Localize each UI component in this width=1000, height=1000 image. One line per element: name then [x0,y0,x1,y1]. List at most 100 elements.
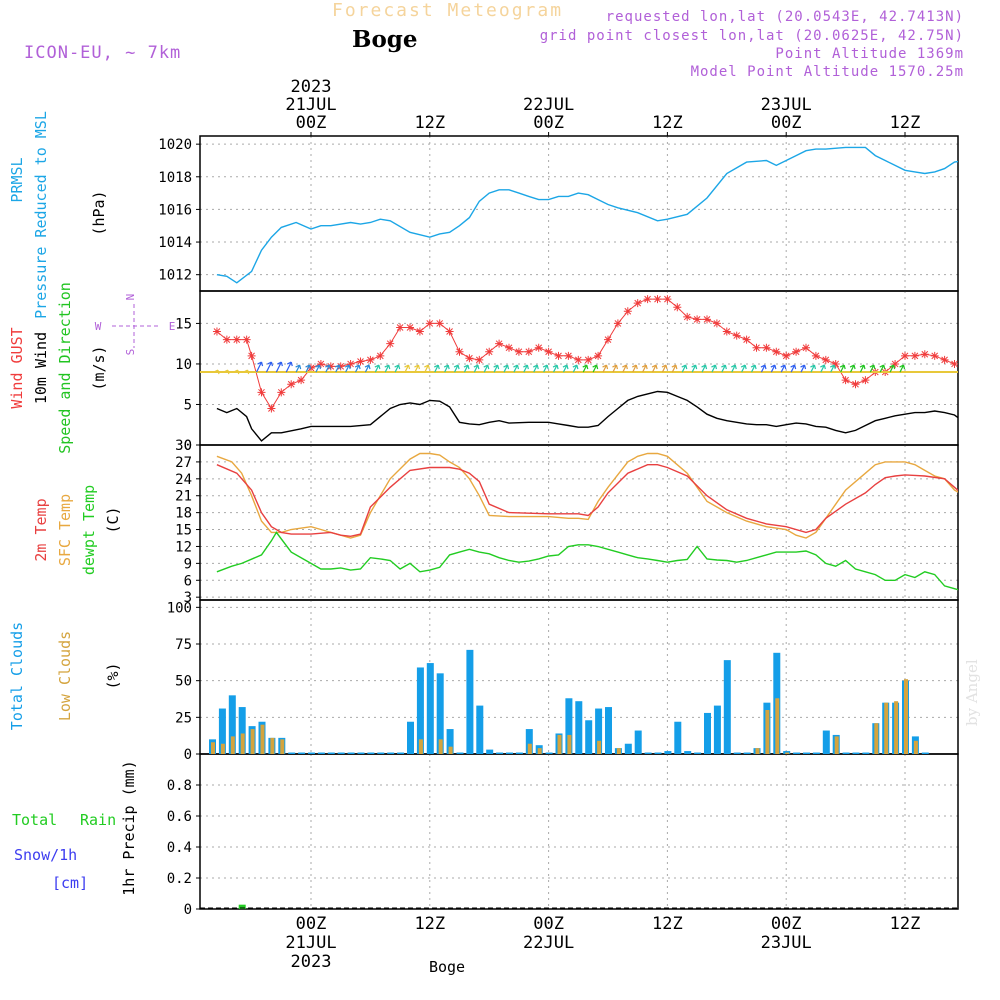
wind-direction-arrow [849,364,856,373]
wind-direction-arrow [641,364,648,373]
wind-gust-marker [673,303,682,312]
compass-west: W [95,320,102,333]
total-cloud-bar [664,751,672,754]
wind-direction-label: Speed and Direction [56,282,74,454]
wind-direction-arrow [424,364,430,373]
total-cloud-bar [525,729,533,754]
total-cloud-bar [921,752,929,754]
total-cloud-bar [605,707,612,754]
total-cloud-bar [694,752,702,754]
total-cloud-bar [327,752,335,754]
wind-gust-marker [851,380,860,389]
total-cloud-bar [822,730,830,754]
wind-gust-marker [722,327,731,336]
model-label: ICON-EU, ~ 7km [24,43,182,63]
wind-direction-arrow [839,364,846,373]
total-cloud-bar [238,707,246,754]
top-date-label: 22JUL [523,95,574,115]
total-cloud-bar [565,698,573,754]
total-cloud-bar [654,752,662,754]
footer-station-label: Boge [429,958,465,976]
total-cloud-bar [397,752,405,754]
total-cloud-bar [842,752,850,754]
wind-direction-arrow [740,364,747,373]
wind-direction-arrow [889,364,896,373]
pressure-tick-label: 1020 [158,137,192,153]
wind-direction-arrow [344,364,351,373]
wind-direction-arrow [631,364,638,373]
low-cloud-bar [557,734,562,754]
low-clouds-label: Low Clouds [56,631,74,721]
top-date-label: 21JUL [285,95,336,115]
low-cloud-bar [755,748,760,754]
wind-direction-arrow [899,364,906,373]
pressure-tick-label: 1012 [158,268,192,284]
low-cloud-bar [250,729,255,754]
clouds-tick-label: 75 [175,637,192,653]
wind-direction-arrow [213,369,220,375]
total-cloud-bar [852,752,860,754]
low-cloud-bar [438,739,443,754]
wind-tick-label: 5 [184,397,192,413]
wind-gust-marker [792,347,801,356]
wind-direction-arrow [780,364,787,373]
total-cloud-bar [803,752,810,754]
wind-tick-label: 0 [184,438,192,454]
total-cloud-bar [228,695,236,754]
wind-gust-marker [623,307,632,316]
wind-gust-marker [683,312,692,321]
bottom-date-label: 22JUL [523,933,574,953]
wind-direction-arrow [711,364,718,373]
station-title: Boge [352,26,418,53]
precip-legend-cm: [cm] [52,874,88,892]
wind-gust-marker [396,323,405,332]
wind-direction-arrow [394,364,401,373]
pressure-label-prmsl: PRMSL [8,157,26,202]
wind-direction-arrow [829,364,836,373]
total-cloud-bar [407,721,414,754]
wind-direction-arrow [523,364,529,373]
precipitation-tick-label: 0.6 [167,809,192,825]
low-cloud-bar [280,739,285,754]
wind-direction-arrow [463,364,470,373]
wind-gust-marker [445,327,454,336]
wind-direction-arrow [433,364,440,373]
wind-gust-marker [604,335,612,344]
compass-north: N [124,294,137,301]
wind-gust-marker [495,339,504,348]
wind-gust-marker [485,347,494,356]
low-cloud-bar [270,737,275,754]
total-cloud-bar [496,752,504,754]
top-hour-label: 00Z [296,113,327,133]
wind-gust-marker [435,319,444,328]
temperature-tick-label: 24 [175,472,192,488]
wind-gust-marker [534,343,543,352]
wind-direction-arrow [820,364,826,373]
total-cloud-bar [743,752,751,754]
wind-gust-marker [802,343,810,352]
temperature-tick-label: 9 [184,556,192,572]
wind-direction-arrow [364,364,371,373]
wind-direction-arrow [384,364,391,373]
low-cloud-bar [904,679,908,754]
total-cloud-bar [862,752,870,754]
wind-gust-marker [366,355,375,364]
wind-direction-arrow [532,364,539,373]
compass-east: E [169,320,176,333]
total-cloud-bar [595,708,603,754]
total-cloud-bar [476,705,484,754]
pressure-panel-frame [199,135,959,292]
wind-direction-arrow [265,361,274,373]
wind-gust-marker [455,347,464,356]
low-cloud-bar [834,736,839,754]
precip-legend-snow: Snow/1h [14,846,77,864]
total-cloud-bar [684,751,692,754]
wind-direction-arrow [243,369,250,375]
total-cloud-bar [634,730,642,754]
wind-gust-marker [891,359,900,368]
temp-sfc-label: SFC Temp [56,494,74,566]
total-cloud-bar [387,752,395,754]
wind-gust-marker [267,404,276,413]
wind-direction-arrow [305,364,312,373]
meteogram-title: Forecast Meteogram [332,0,564,21]
